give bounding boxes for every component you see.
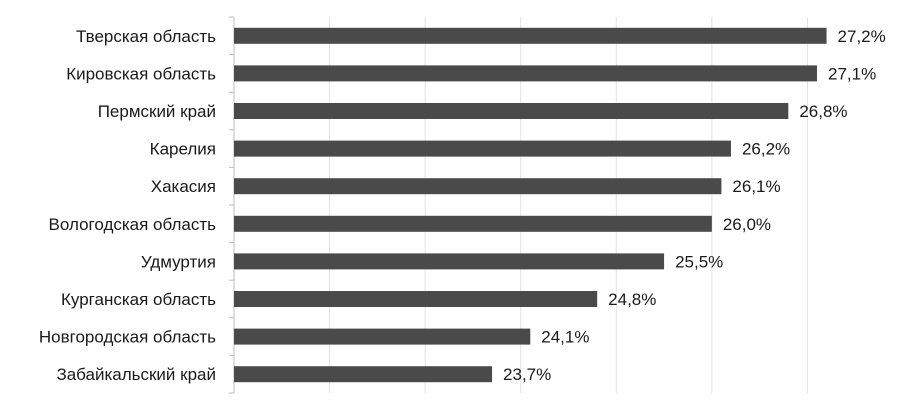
bar	[234, 103, 789, 119]
value-label: 23,7%	[503, 365, 551, 384]
bar	[234, 65, 817, 82]
category-label: Забайкальский край	[56, 365, 216, 384]
value-label: 27,2%	[838, 27, 886, 46]
value-label: 27,1%	[828, 64, 876, 83]
value-label: 26,8%	[799, 102, 847, 121]
category-label: Кировская область	[66, 64, 216, 83]
bar	[234, 178, 722, 195]
value-label: 26,2%	[742, 140, 790, 159]
value-label: 24,8%	[608, 290, 656, 309]
value-label: 26,1%	[732, 177, 780, 196]
category-label: Тверская область	[76, 27, 216, 46]
bar	[234, 253, 665, 270]
bar	[234, 215, 712, 232]
category-label: Курганская область	[61, 290, 216, 309]
bar	[234, 291, 598, 307]
bar	[234, 140, 731, 157]
category-label: Удмуртия	[141, 252, 216, 271]
category-label: Вологодская область	[49, 215, 217, 234]
value-labels: 27,2% 27,1% 26,8% 26,2% 26,1% 26,0%25,5% 24,8%…	[503, 27, 886, 384]
bar	[234, 366, 493, 383]
value-label: 25,5%	[675, 252, 723, 271]
category-label: Пермский край	[98, 102, 216, 121]
category-label: Новгородская область	[39, 328, 216, 347]
category-label: Хакасия	[151, 177, 216, 196]
value-label: 24,1%	[541, 328, 589, 347]
category-labels: Тверская область Кировская область Пермски…	[39, 27, 216, 384]
bar	[234, 27, 827, 44]
bar	[234, 328, 531, 345]
bars-group	[234, 27, 827, 383]
category-label: Карелия	[150, 140, 216, 159]
value-label: 26,0%	[723, 215, 771, 234]
